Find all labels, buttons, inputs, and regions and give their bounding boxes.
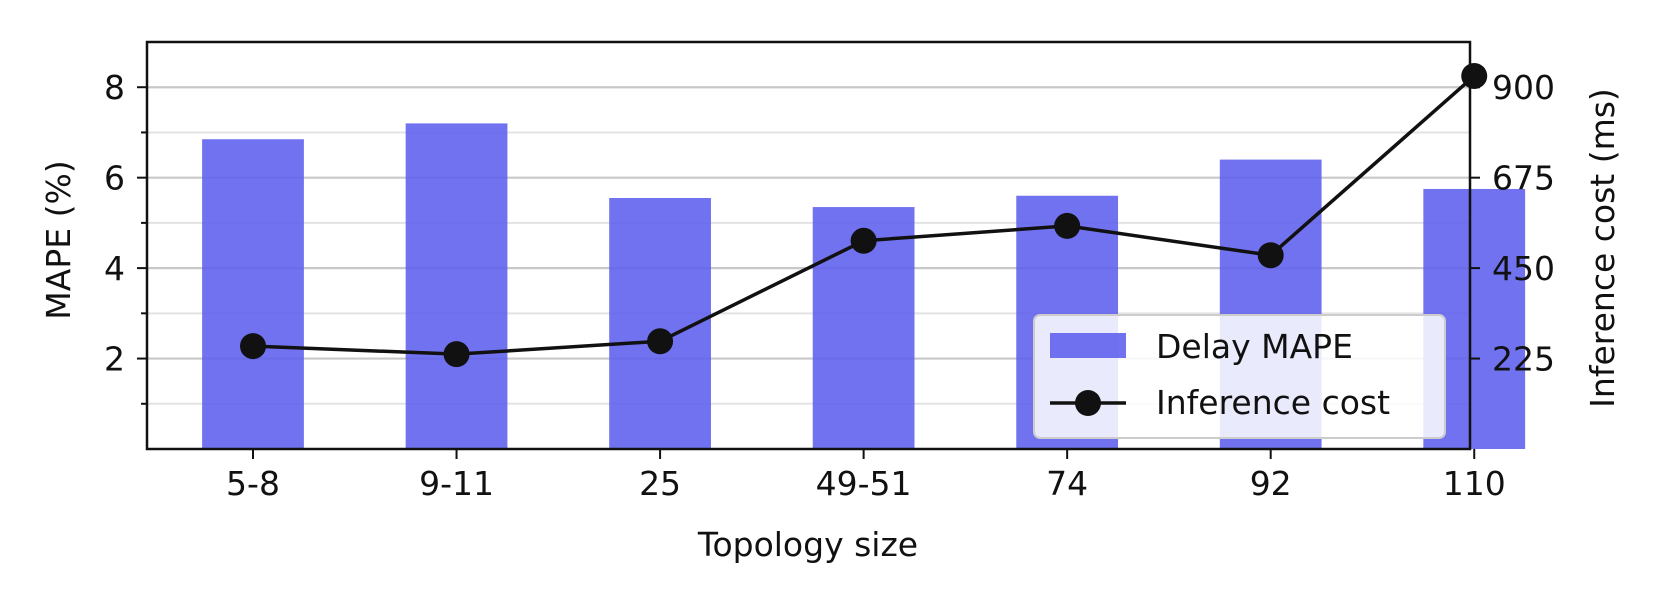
x-axis-label: Topology size — [697, 525, 918, 564]
legend-label-inference-cost: Inference cost — [1156, 383, 1390, 422]
y-tick-label-4: 4 — [104, 249, 125, 288]
y-tick-label-2: 2 — [104, 340, 125, 379]
bar-9-11 — [405, 123, 508, 450]
x-tick-label-49-51: 49-51 — [816, 464, 912, 503]
x-tick-label-5-8: 5-8 — [226, 464, 280, 503]
legend: Delay MAPE Inference cost — [1033, 314, 1446, 439]
point-inference-cost-110 — [1461, 62, 1488, 89]
y2-tick-label-675: 675 — [1492, 159, 1555, 198]
legend-marker-inference-cost — [1075, 390, 1101, 416]
point-inference-cost-5-8 — [240, 333, 266, 360]
y2-tick-label-225: 225 — [1492, 340, 1555, 379]
y-tick-label-6: 6 — [104, 159, 125, 198]
point-inference-cost-9-11 — [443, 341, 470, 368]
legend-label-delay-mape: Delay MAPE — [1156, 327, 1353, 366]
y2-tick-label-450: 450 — [1492, 249, 1555, 288]
x-tick-label-25: 25 — [639, 464, 681, 503]
y-tick-label-8: 8 — [104, 68, 125, 107]
plot-frame — [145, 40, 1472, 451]
y2-tick-label-900: 900 — [1492, 68, 1555, 107]
x-tick-label-74: 74 — [1046, 464, 1088, 503]
x-tick-label-92: 92 — [1250, 464, 1292, 503]
x-tick-label-110: 110 — [1443, 464, 1506, 503]
point-inference-cost-92 — [1257, 242, 1284, 269]
inference-cost-series — [240, 62, 1488, 368]
y-axis-label: MAPE (%) — [39, 160, 78, 319]
x-tick-label-9-11: 9-11 — [419, 464, 494, 503]
legend-box — [1033, 314, 1446, 439]
point-inference-cost-49-51 — [850, 227, 877, 254]
axes: 2 4 6 8 225 450 675 900 5-8 9-11 25 49-51 74 92 110 — [104, 40, 1555, 503]
point-inference-cost-74 — [1054, 212, 1081, 239]
y2-axis-label: Inference cost (ms) — [1583, 88, 1622, 408]
grid-lines — [147, 86, 1470, 405]
bar-5-8 — [202, 139, 304, 449]
legend-swatch-delay-mape — [1050, 333, 1126, 358]
point-inference-cost-25 — [647, 328, 674, 355]
